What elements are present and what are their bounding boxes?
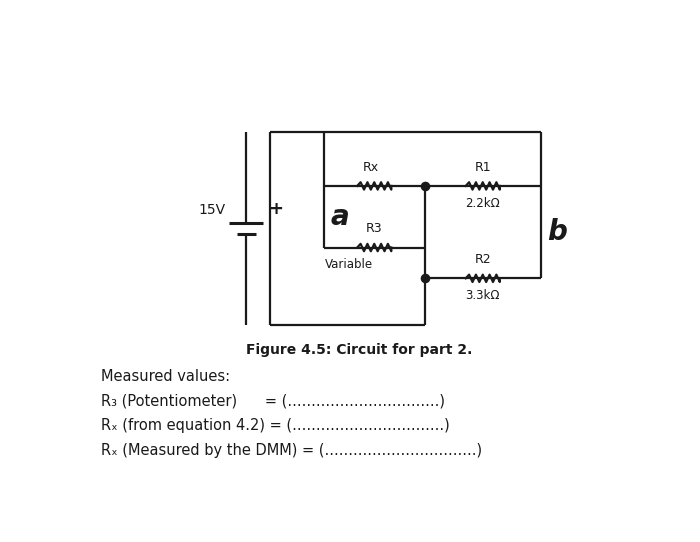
Text: R₃ (Potentiometer)      = (................................): R₃ (Potentiometer) = (..................… — [102, 393, 445, 408]
Text: +: + — [268, 201, 283, 218]
Text: b: b — [547, 218, 567, 246]
Text: 3.3kΩ: 3.3kΩ — [466, 289, 500, 302]
Text: 15V: 15V — [198, 203, 225, 217]
Text: R3: R3 — [366, 222, 383, 235]
Text: Figure 4.5: Circuit for part 2.: Figure 4.5: Circuit for part 2. — [246, 343, 472, 357]
Text: Variable: Variable — [325, 257, 372, 270]
Text: 2.2kΩ: 2.2kΩ — [466, 197, 500, 210]
Text: a: a — [330, 203, 349, 231]
Text: R1: R1 — [475, 160, 491, 173]
Point — [419, 182, 430, 190]
Point — [419, 274, 430, 283]
Text: Rₓ (from equation 4.2) = (................................): Rₓ (from equation 4.2) = (..............… — [102, 418, 450, 433]
Text: Rₓ (Measured by the DMM) = (................................): Rₓ (Measured by the DMM) = (............… — [102, 442, 482, 457]
Text: R2: R2 — [475, 253, 491, 266]
Text: Measured values:: Measured values: — [102, 369, 230, 384]
Text: Rx: Rx — [363, 160, 379, 173]
